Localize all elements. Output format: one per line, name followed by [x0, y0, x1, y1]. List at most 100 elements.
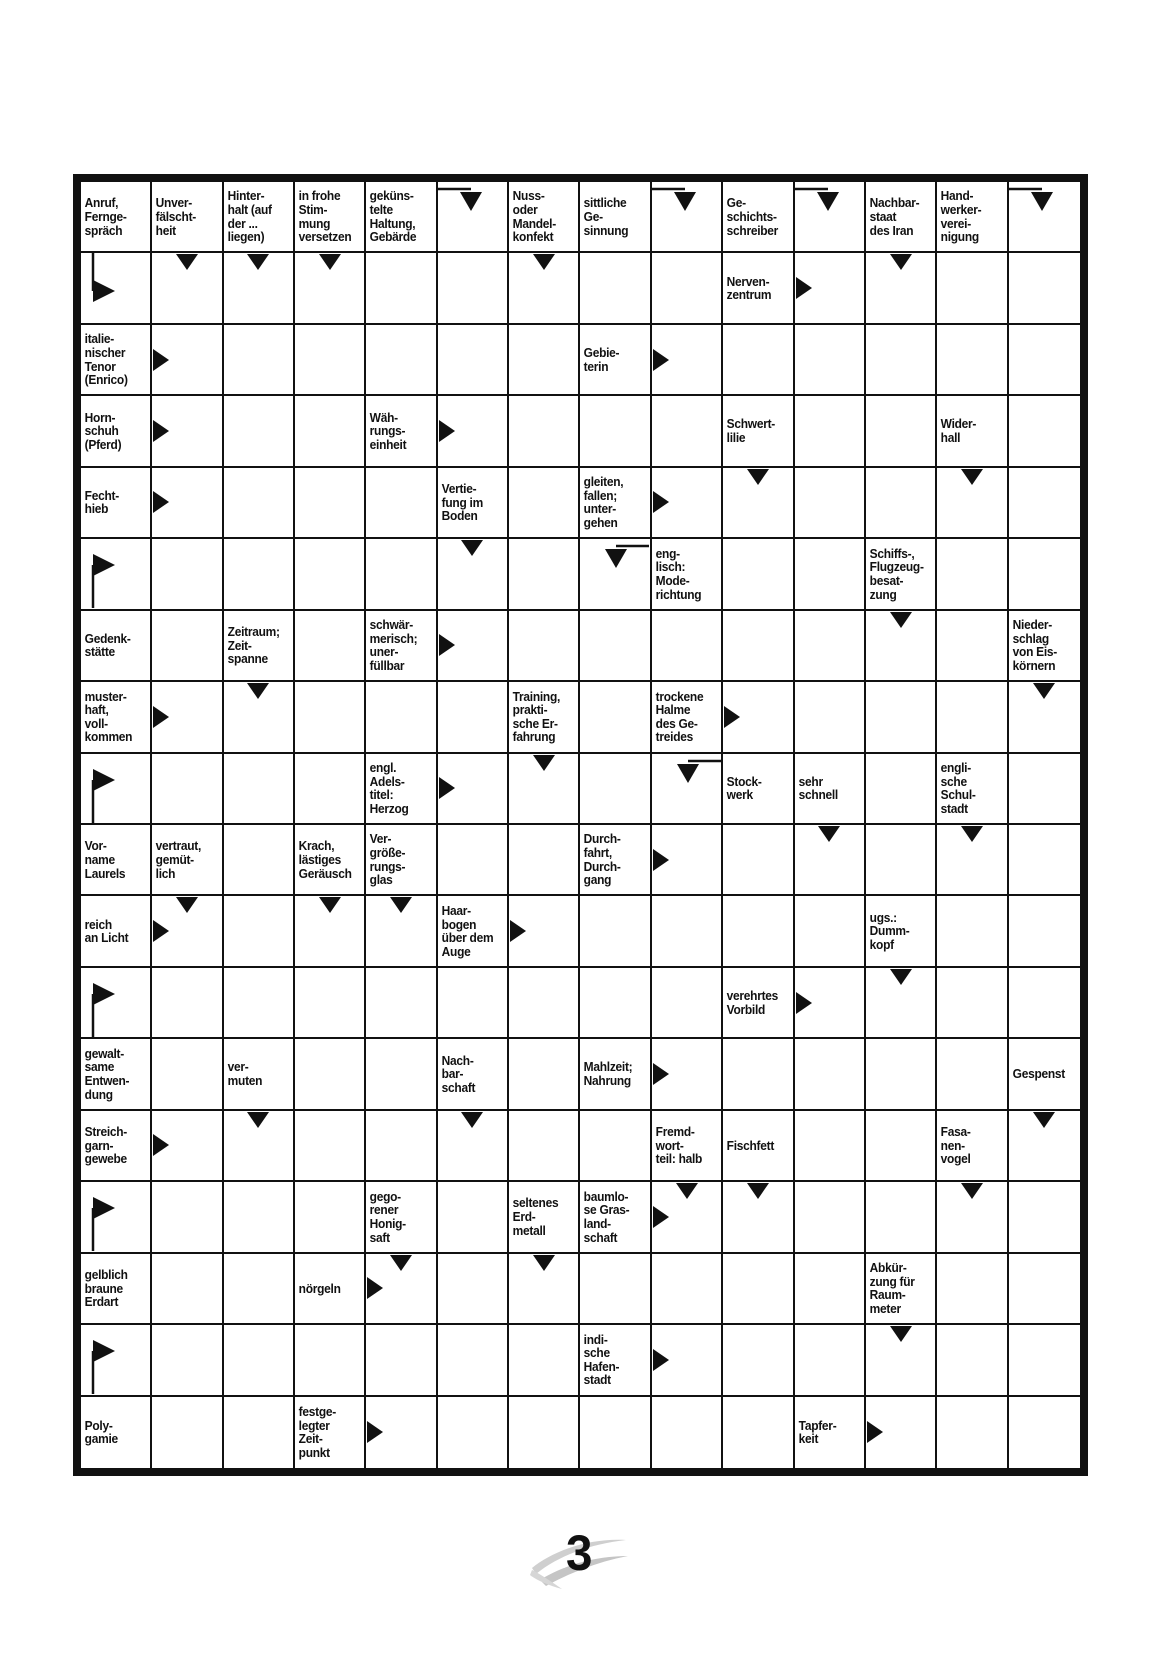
answer-cell[interactable]: [651, 1039, 724, 1111]
answer-cell[interactable]: [1008, 753, 1080, 825]
answer-cell[interactable]: [1008, 967, 1080, 1040]
answer-cell[interactable]: [509, 324, 581, 397]
answer-cell[interactable]: [152, 896, 224, 968]
answer-cell[interactable]: [651, 1396, 724, 1468]
answer-cell[interactable]: [366, 896, 438, 968]
answer-cell[interactable]: [723, 1253, 795, 1326]
answer-cell[interactable]: [794, 682, 866, 754]
answer-cell[interactable]: [509, 1110, 581, 1183]
answer-cell[interactable]: [152, 610, 224, 683]
answer-cell[interactable]: [152, 253, 224, 325]
answer-cell[interactable]: [152, 682, 224, 754]
answer-cell[interactable]: [152, 967, 224, 1040]
answer-cell[interactable]: [437, 1110, 510, 1183]
answer-cell[interactable]: [937, 610, 1009, 683]
answer-cell[interactable]: [437, 824, 510, 897]
answer-cell[interactable]: [509, 753, 581, 825]
answer-cell[interactable]: [223, 753, 296, 825]
answer-cell[interactable]: [223, 967, 296, 1040]
answer-cell[interactable]: [295, 539, 367, 611]
answer-cell[interactable]: [295, 1039, 367, 1111]
answer-cell[interactable]: [1008, 324, 1080, 397]
answer-cell[interactable]: [580, 1396, 652, 1468]
answer-cell[interactable]: [865, 1396, 938, 1468]
answer-cell[interactable]: [723, 1039, 795, 1111]
answer-cell[interactable]: [223, 539, 296, 611]
answer-cell[interactable]: [295, 467, 367, 540]
answer-cell[interactable]: [580, 253, 652, 325]
answer-cell[interactable]: [865, 396, 938, 468]
answer-cell[interactable]: [651, 1182, 724, 1254]
answer-cell[interactable]: [1008, 1325, 1080, 1397]
answer-cell[interactable]: [794, 896, 866, 968]
answer-cell[interactable]: [81, 253, 153, 325]
answer-cell[interactable]: [580, 610, 652, 683]
answer-cell[interactable]: [651, 253, 724, 325]
answer-cell[interactable]: [580, 896, 652, 968]
answer-cell[interactable]: [937, 1396, 1009, 1468]
answer-cell[interactable]: [295, 967, 367, 1040]
answer-cell[interactable]: [152, 1253, 224, 1326]
answer-cell[interactable]: [366, 253, 438, 325]
answer-cell[interactable]: [223, 682, 296, 754]
answer-cell[interactable]: [1008, 253, 1080, 325]
answer-cell[interactable]: [794, 967, 866, 1040]
answer-cell[interactable]: [437, 324, 510, 397]
answer-cell[interactable]: [1008, 1110, 1080, 1183]
answer-cell[interactable]: [865, 467, 938, 540]
answer-cell[interactable]: [437, 753, 510, 825]
answer-cell[interactable]: [366, 1396, 438, 1468]
answer-cell[interactable]: [295, 1110, 367, 1183]
answer-cell[interactable]: [723, 824, 795, 897]
answer-cell[interactable]: [794, 1253, 866, 1326]
answer-cell[interactable]: [937, 1253, 1009, 1326]
answer-cell[interactable]: [152, 753, 224, 825]
answer-cell[interactable]: [794, 182, 866, 254]
answer-cell[interactable]: [723, 1325, 795, 1397]
answer-cell[interactable]: [1008, 396, 1080, 468]
answer-cell[interactable]: [295, 324, 367, 397]
answer-cell[interactable]: [509, 539, 581, 611]
answer-cell[interactable]: [81, 539, 153, 611]
answer-cell[interactable]: [152, 1396, 224, 1468]
answer-cell[interactable]: [152, 1110, 224, 1183]
answer-cell[interactable]: [794, 253, 866, 325]
answer-cell[interactable]: [865, 1325, 938, 1397]
answer-cell[interactable]: [223, 253, 296, 325]
answer-cell[interactable]: [366, 967, 438, 1040]
answer-cell[interactable]: [937, 1325, 1009, 1397]
answer-cell[interactable]: [366, 539, 438, 611]
answer-cell[interactable]: [651, 324, 724, 397]
answer-cell[interactable]: [1008, 1253, 1080, 1326]
answer-cell[interactable]: [865, 1039, 938, 1111]
answer-cell[interactable]: [152, 467, 224, 540]
answer-cell[interactable]: [509, 1253, 581, 1326]
answer-cell[interactable]: [723, 324, 795, 397]
answer-cell[interactable]: [152, 539, 224, 611]
answer-cell[interactable]: [794, 467, 866, 540]
answer-cell[interactable]: [152, 396, 224, 468]
answer-cell[interactable]: [580, 1110, 652, 1183]
answer-cell[interactable]: [223, 1253, 296, 1326]
answer-cell[interactable]: [651, 824, 724, 897]
answer-cell[interactable]: [223, 1182, 296, 1254]
answer-cell[interactable]: [651, 753, 724, 825]
answer-cell[interactable]: [580, 1253, 652, 1326]
answer-cell[interactable]: [295, 682, 367, 754]
answer-cell[interactable]: [295, 253, 367, 325]
answer-cell[interactable]: [651, 967, 724, 1040]
answer-cell[interactable]: [152, 1182, 224, 1254]
answer-cell[interactable]: [223, 467, 296, 540]
answer-cell[interactable]: [580, 682, 652, 754]
answer-cell[interactable]: [794, 1039, 866, 1111]
answer-cell[interactable]: [1008, 539, 1080, 611]
answer-cell[interactable]: [509, 1325, 581, 1397]
answer-cell[interactable]: [651, 182, 724, 254]
answer-cell[interactable]: [723, 1396, 795, 1468]
answer-cell[interactable]: [723, 467, 795, 540]
answer-cell[interactable]: [723, 610, 795, 683]
answer-cell[interactable]: [865, 610, 938, 683]
answer-cell[interactable]: [366, 1325, 438, 1397]
answer-cell[interactable]: [366, 1110, 438, 1183]
answer-cell[interactable]: [651, 396, 724, 468]
